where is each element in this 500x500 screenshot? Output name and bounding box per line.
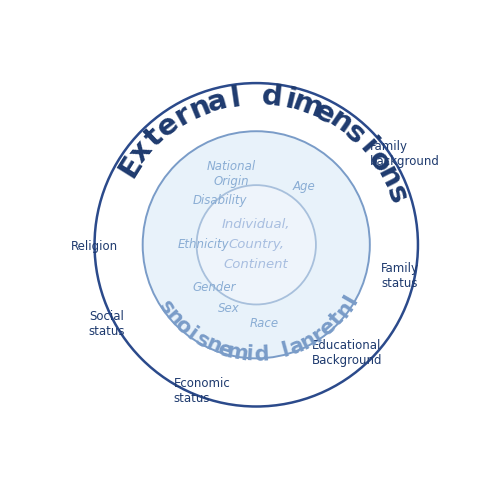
Text: t: t bbox=[139, 123, 168, 152]
Text: n: n bbox=[296, 330, 319, 354]
Text: l: l bbox=[228, 84, 242, 112]
Text: National
Origin: National Origin bbox=[206, 160, 256, 188]
Text: I: I bbox=[340, 292, 362, 308]
Text: s: s bbox=[154, 297, 178, 318]
Circle shape bbox=[196, 185, 316, 304]
Text: Ethnicity: Ethnicity bbox=[178, 238, 229, 252]
Text: Age: Age bbox=[293, 180, 316, 193]
Text: m: m bbox=[224, 341, 249, 364]
Text: Individual,
Country,
Continent: Individual, Country, Continent bbox=[222, 218, 290, 272]
Text: r: r bbox=[170, 100, 196, 132]
Text: n: n bbox=[162, 305, 186, 330]
Text: t: t bbox=[326, 309, 347, 330]
Text: n: n bbox=[332, 298, 357, 322]
Text: s: s bbox=[380, 181, 412, 207]
Text: i: i bbox=[354, 134, 382, 160]
Text: d: d bbox=[260, 82, 283, 112]
Text: o: o bbox=[170, 314, 194, 338]
Text: a: a bbox=[204, 86, 230, 118]
Text: n: n bbox=[324, 105, 356, 140]
Text: s: s bbox=[339, 118, 370, 150]
Text: e: e bbox=[215, 338, 234, 361]
Circle shape bbox=[142, 131, 370, 358]
Text: Educational
Background: Educational Background bbox=[312, 338, 382, 366]
Text: Economic
status: Economic status bbox=[174, 377, 230, 405]
Text: Sex: Sex bbox=[218, 302, 240, 315]
Text: i: i bbox=[282, 86, 298, 115]
Text: l: l bbox=[279, 340, 291, 361]
Text: x: x bbox=[124, 135, 158, 168]
Text: s: s bbox=[192, 328, 212, 352]
Text: Family
status: Family status bbox=[382, 262, 420, 289]
Text: o: o bbox=[362, 146, 396, 178]
Text: Family
background: Family background bbox=[370, 140, 440, 168]
Text: a: a bbox=[286, 335, 307, 358]
Text: Social
status: Social status bbox=[89, 310, 126, 338]
Text: Disability: Disability bbox=[192, 194, 247, 207]
Text: m: m bbox=[288, 88, 327, 124]
Text: n: n bbox=[184, 91, 214, 124]
Text: e: e bbox=[309, 96, 340, 130]
Text: i: i bbox=[244, 344, 253, 364]
Text: n: n bbox=[371, 162, 406, 193]
Text: Race: Race bbox=[250, 317, 278, 330]
Text: i: i bbox=[184, 324, 201, 344]
Text: Gender: Gender bbox=[192, 280, 236, 293]
Text: E: E bbox=[114, 150, 148, 182]
Text: e: e bbox=[316, 316, 340, 340]
Text: n: n bbox=[202, 334, 224, 358]
Text: e: e bbox=[152, 109, 184, 143]
Text: d: d bbox=[253, 344, 269, 364]
Text: Religion: Religion bbox=[70, 240, 118, 253]
Text: r: r bbox=[308, 324, 328, 346]
Circle shape bbox=[94, 83, 418, 406]
